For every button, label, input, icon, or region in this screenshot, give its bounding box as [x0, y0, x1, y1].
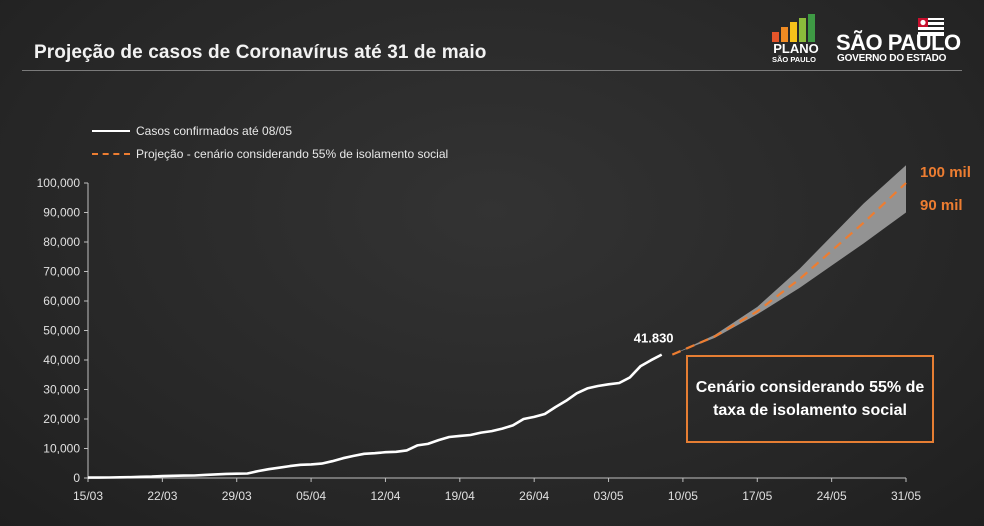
y-tick-label: 90,000	[43, 206, 80, 220]
title-divider	[22, 70, 962, 71]
y-tick-label: 20,000	[43, 412, 80, 426]
y-tick-label: 50,000	[43, 324, 80, 338]
governo-sao-paulo-logo: SÃO PAULO GOVERNO DO ESTADO	[834, 18, 964, 66]
y-tick-label: 0	[73, 471, 80, 485]
plano-logo-text: PLANO	[773, 41, 819, 56]
y-tick-label: 30,000	[43, 383, 80, 397]
legend-projection: Projeção - cenário considerando 55% de i…	[92, 147, 448, 161]
scenario-callout-box: Cenário considerando 55% de taxa de isol…	[686, 355, 934, 443]
x-tick-label: 17/05	[742, 489, 772, 503]
legend-projection-label: Projeção - cenário considerando 55% de i…	[136, 147, 449, 161]
x-tick-label: 05/04	[296, 489, 326, 503]
y-tick-label: 100,000	[37, 176, 81, 190]
y-tick-label: 80,000	[43, 235, 80, 249]
sp-flag-icon	[918, 18, 944, 36]
y-tick-label: 60,000	[43, 294, 80, 308]
x-tick-label: 19/04	[445, 489, 475, 503]
page-title: Projeção de casos de Coronavírus até 31 …	[34, 42, 487, 63]
last-value-label: 41.830	[634, 331, 674, 346]
confirmed-series-line	[88, 353, 663, 479]
x-tick-label: 10/05	[668, 489, 698, 503]
y-tick-label: 10,000	[43, 442, 80, 456]
y-tick-label: 40,000	[43, 353, 80, 367]
legend-dashed-line-swatch	[92, 153, 130, 155]
lower-bound-label: 90 mil	[920, 197, 963, 214]
x-tick-label: 26/04	[519, 489, 549, 503]
legend-solid-line-swatch	[92, 130, 130, 132]
legend-confirmed-label: Casos confirmados até 08/05	[136, 124, 293, 138]
x-tick-label: 12/04	[370, 489, 400, 503]
x-tick-label: 22/03	[147, 489, 177, 503]
sp-logo-text: SÃO PAULO	[836, 30, 961, 55]
plano-bars-icon	[772, 14, 815, 42]
sp-logo-subtext: GOVERNO DO ESTADO	[837, 53, 947, 64]
x-tick-label: 29/03	[222, 489, 252, 503]
x-tick-label: 31/05	[891, 489, 921, 503]
plano-logo-subtext: SÃO PAULO	[771, 55, 817, 64]
legend-confirmed: Casos confirmados até 08/05	[92, 124, 292, 138]
x-tick-label: 15/03	[73, 489, 103, 503]
projection-series-line	[671, 182, 907, 356]
plano-sao-paulo-logo: PLANO SÃO PAULO	[766, 14, 822, 66]
y-tick-label: 70,000	[43, 265, 80, 279]
x-tick-label: 03/05	[594, 489, 624, 503]
upper-bound-label: 100 mil	[920, 164, 971, 181]
x-tick-label: 24/05	[817, 489, 847, 503]
projection-uncertainty-band	[672, 165, 906, 355]
